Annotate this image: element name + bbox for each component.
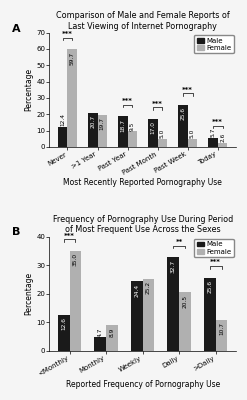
Text: 17.0: 17.0 <box>150 121 155 134</box>
Bar <box>158 139 167 147</box>
Text: 25.2: 25.2 <box>146 281 151 294</box>
Bar <box>204 278 216 351</box>
Bar <box>58 315 70 351</box>
Text: 59.7: 59.7 <box>70 52 75 65</box>
Text: 25.6: 25.6 <box>207 280 212 293</box>
Text: 5.0: 5.0 <box>160 129 165 138</box>
Text: ***: *** <box>122 98 133 104</box>
Text: ***: *** <box>62 31 73 37</box>
Bar <box>179 292 191 351</box>
Bar <box>88 113 98 147</box>
Bar <box>128 131 137 147</box>
Y-axis label: Percentage: Percentage <box>24 68 33 111</box>
Text: **: ** <box>176 239 183 245</box>
Legend: Male, Female: Male, Female <box>194 35 234 53</box>
Text: 10.7: 10.7 <box>219 322 224 336</box>
Text: 20.5: 20.5 <box>183 294 187 308</box>
Text: 2.6: 2.6 <box>220 133 225 142</box>
Text: 25.6: 25.6 <box>180 107 185 120</box>
Bar <box>131 281 143 351</box>
Bar <box>216 320 227 351</box>
Text: 32.7: 32.7 <box>171 260 176 273</box>
Bar <box>167 258 179 351</box>
Bar <box>188 139 197 147</box>
Bar <box>148 119 158 147</box>
Text: 4.7: 4.7 <box>98 327 103 337</box>
Text: 9.5: 9.5 <box>130 121 135 131</box>
Title: Frequency of Pornography Use During Period
of Most Frequent Use Across the Sexes: Frequency of Pornography Use During Peri… <box>53 215 233 234</box>
Bar <box>94 337 106 351</box>
Text: A: A <box>12 24 21 34</box>
Text: 24.4: 24.4 <box>134 284 139 296</box>
Text: ***: *** <box>152 101 163 107</box>
Text: 5.0: 5.0 <box>190 129 195 138</box>
X-axis label: Reported Frequency of Pornography Use: Reported Frequency of Pornography Use <box>65 380 220 389</box>
Text: ***: *** <box>182 87 193 93</box>
Bar <box>118 116 128 147</box>
Bar <box>58 126 67 147</box>
Text: B: B <box>12 228 21 238</box>
Text: ***: *** <box>212 119 223 125</box>
Bar <box>218 142 227 147</box>
Legend: Male, Female: Male, Female <box>194 239 234 257</box>
Text: 18.7: 18.7 <box>120 119 125 132</box>
Text: 5.7: 5.7 <box>210 128 215 137</box>
Text: 12.6: 12.6 <box>61 317 66 330</box>
Bar <box>70 251 81 351</box>
Bar <box>98 115 107 147</box>
Y-axis label: Percentage: Percentage <box>24 272 33 315</box>
Bar <box>208 138 218 147</box>
Text: 19.7: 19.7 <box>100 117 105 130</box>
Text: 12.4: 12.4 <box>60 113 65 126</box>
Bar <box>178 105 188 147</box>
Text: ***: *** <box>64 233 75 239</box>
Text: 35.0: 35.0 <box>73 253 78 266</box>
Text: ***: *** <box>210 260 221 266</box>
Text: 8.9: 8.9 <box>109 328 114 337</box>
Bar <box>67 50 77 147</box>
Text: 20.7: 20.7 <box>90 115 95 128</box>
Bar <box>106 325 118 351</box>
Bar <box>143 279 154 351</box>
X-axis label: Most Recently Reported Pornography Use: Most Recently Reported Pornography Use <box>63 178 222 187</box>
Title: Comparison of Male and Female Reports of
Last Viewing of Internet Pornography: Comparison of Male and Female Reports of… <box>56 11 229 30</box>
